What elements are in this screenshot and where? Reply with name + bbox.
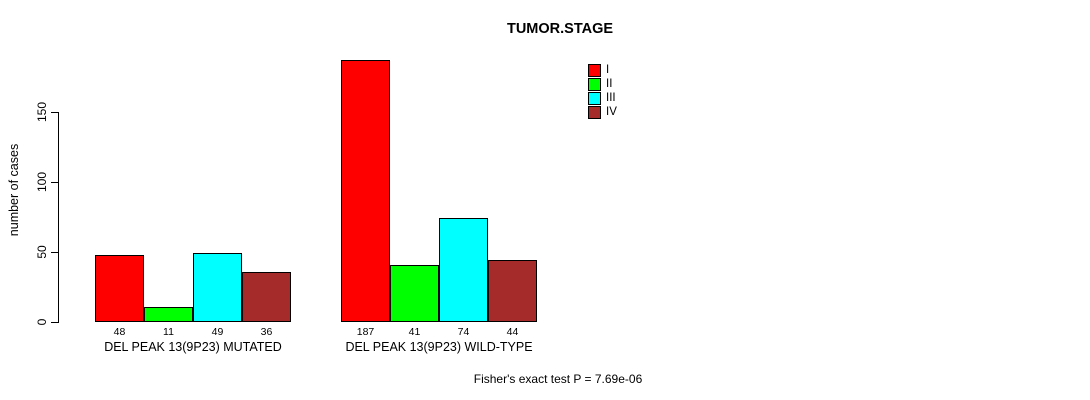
bar	[488, 260, 537, 322]
legend-entry: I	[588, 63, 609, 77]
y-tick-label: 50	[35, 245, 49, 259]
bar-value-label: 48	[113, 326, 126, 338]
legend-swatch	[588, 77, 601, 91]
bar-value-label: 11	[163, 326, 174, 338]
bar	[242, 272, 291, 322]
bar	[95, 255, 144, 322]
y-tick-label: 100	[35, 171, 49, 193]
bar-value-label: 44	[506, 326, 519, 338]
y-axis-line	[58, 112, 59, 323]
group-label: DEL PEAK 13(9P23) WILD-TYPE	[345, 340, 533, 354]
legend-label: I	[606, 64, 610, 76]
group-label: DEL PEAK 13(9P23) MUTATED	[104, 340, 282, 354]
stat-test-annotation: Fisher's exact test P = 7.69e-06	[473, 372, 643, 386]
legend-label: IV	[606, 106, 617, 118]
legend-swatch	[588, 63, 601, 77]
y-tick-mark	[51, 182, 58, 183]
bar	[341, 60, 390, 322]
y-axis-title: number of cases	[7, 143, 21, 237]
bar	[439, 218, 488, 322]
y-tick-mark	[51, 252, 58, 253]
bar	[193, 253, 242, 322]
bar-value-label: 187	[356, 326, 375, 338]
bar-value-label: 49	[211, 326, 224, 338]
bar-value-label: 74	[457, 326, 470, 338]
legend-label: III	[606, 92, 616, 104]
bar-value-label: 36	[260, 326, 273, 338]
legend-swatch	[588, 91, 601, 105]
legend-entry: III	[588, 91, 616, 105]
chart-title: TUMOR.STAGE	[506, 21, 614, 37]
legend-label: II	[606, 78, 613, 90]
legend-entry: II	[588, 77, 612, 91]
bar	[144, 307, 193, 322]
bar	[390, 265, 439, 322]
y-tick-label: 150	[35, 101, 49, 123]
legend-entry: IV	[588, 105, 617, 119]
bar-value-label: 41	[408, 326, 421, 338]
y-tick-mark	[51, 322, 58, 323]
y-tick-mark	[51, 112, 58, 113]
y-tick-label: 0	[35, 318, 49, 326]
legend-swatch	[588, 105, 601, 119]
